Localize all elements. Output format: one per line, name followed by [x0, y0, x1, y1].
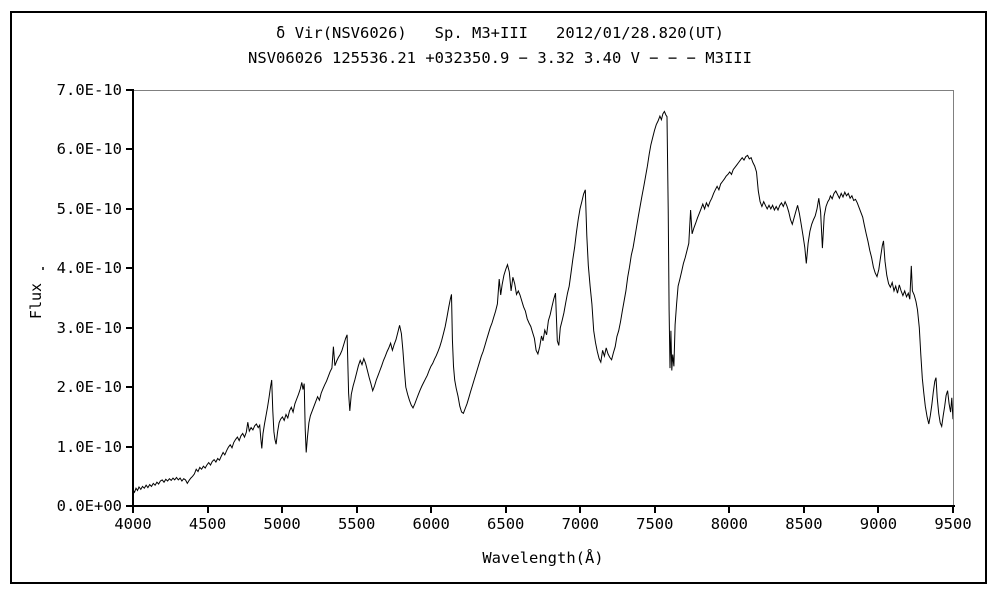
y-tick — [126, 505, 132, 507]
y-tick-label: 5.0E-10 — [56, 199, 122, 218]
x-tick — [653, 507, 656, 513]
chart-title-line1: δ Vir(NSV6026) Sp. M3+III 2012/01/28.820… — [276, 24, 724, 42]
x-tick — [579, 507, 582, 513]
x-tick — [877, 507, 880, 513]
y-tick-label: 7.0E-10 — [56, 81, 122, 99]
x-tick-label: 7000 — [561, 515, 599, 533]
x-tick — [802, 507, 805, 513]
x-tick-label: 4500 — [188, 515, 227, 533]
x-tick — [504, 507, 507, 513]
x-tick-label: 8500 — [785, 515, 823, 533]
x-tick — [132, 507, 134, 513]
x-tick — [281, 507, 284, 513]
x-tick-label: 7500 — [636, 515, 674, 533]
x-tick-label: 5500 — [337, 515, 376, 533]
chart-title-line2: NSV06026 125536.21 +032350.9 − 3.32 3.40… — [248, 49, 752, 67]
x-tick-label: 8000 — [710, 515, 749, 533]
figure-border — [10, 11, 987, 584]
x-tick-label: 9500 — [934, 515, 972, 533]
y-tick-label: 2.0E-10 — [56, 378, 122, 397]
x-tick-label: 9000 — [859, 515, 898, 533]
plot-frame-top — [133, 90, 954, 91]
x-axis — [132, 505, 955, 507]
spectrum-line — [133, 110, 953, 494]
y-tick — [126, 207, 132, 210]
y-tick-label: 4.0E-10 — [56, 259, 122, 278]
x-tick-label: 5000 — [263, 515, 301, 533]
x-tick — [206, 507, 209, 513]
x-axis-title: Wavelength(Å) — [482, 549, 604, 567]
x-tick — [430, 507, 433, 513]
x-tick-label: 6500 — [487, 515, 525, 533]
y-axis — [132, 89, 134, 507]
spectrum-plot-svg — [133, 110, 953, 494]
x-tick — [355, 507, 358, 513]
y-tick-label: 6.0E-10 — [56, 140, 122, 159]
y-tick — [126, 326, 132, 329]
y-tick — [126, 89, 132, 91]
y-tick — [126, 267, 132, 270]
stray-dot — [42, 267, 44, 270]
y-tick-label: 0.0E+00 — [56, 497, 122, 515]
y-tick-label: 3.0E-10 — [56, 318, 122, 337]
x-tick-label: 6000 — [412, 515, 450, 533]
x-tick — [952, 507, 954, 513]
y-tick-label: 1.0E-10 — [56, 437, 122, 456]
x-tick-label: 4000 — [114, 515, 152, 533]
y-tick — [126, 386, 132, 389]
plot-frame-right — [953, 90, 954, 507]
x-tick — [728, 507, 731, 513]
y-tick — [126, 148, 132, 151]
y-tick — [126, 445, 132, 448]
